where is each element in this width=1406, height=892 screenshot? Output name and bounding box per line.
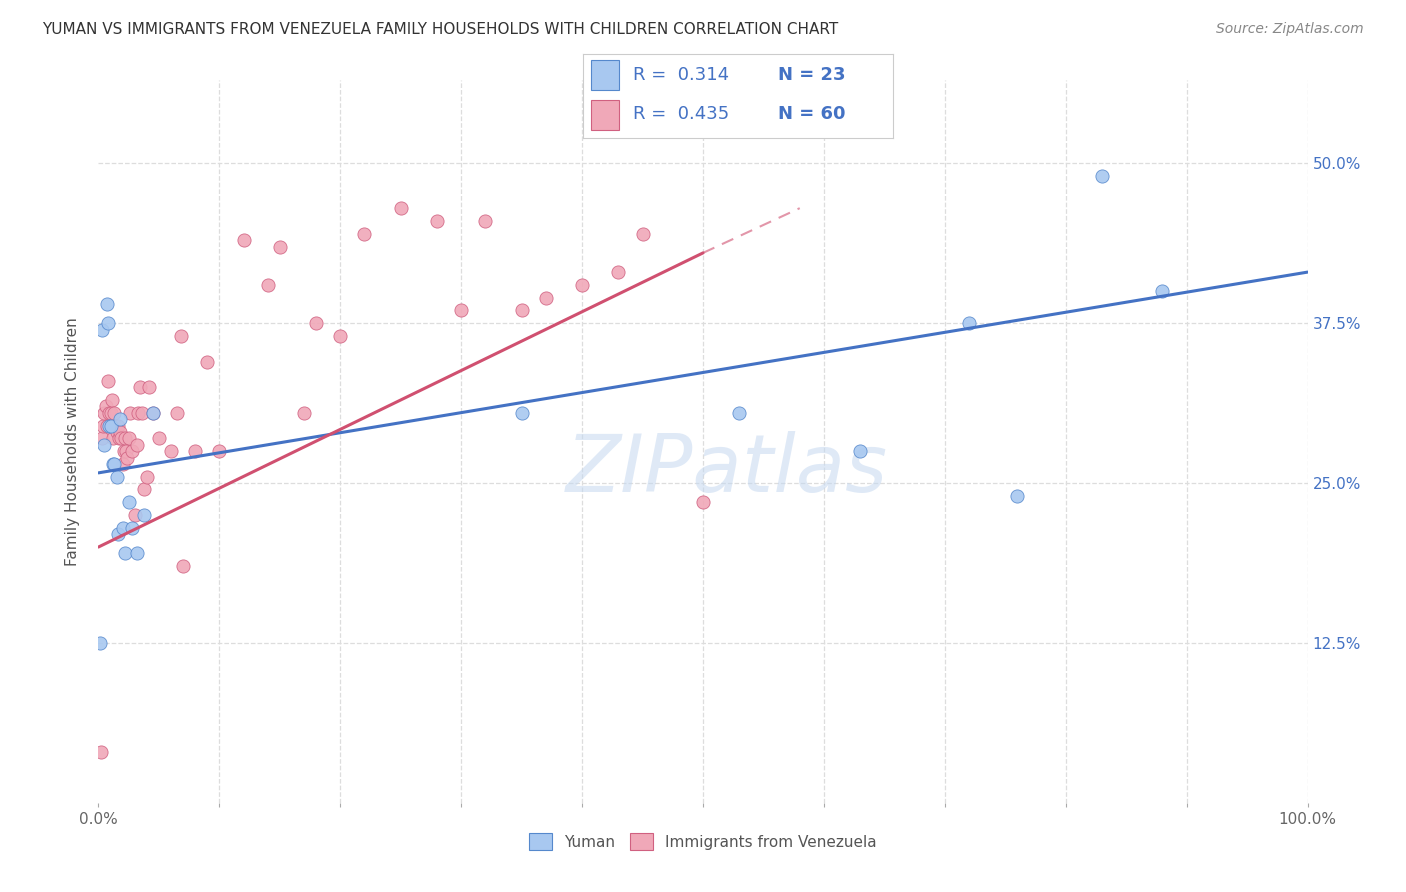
Point xyxy=(100,392,122,407)
Point xyxy=(208,444,231,458)
Point xyxy=(631,227,654,241)
Point xyxy=(134,508,156,522)
Point xyxy=(728,406,751,420)
Point xyxy=(292,406,315,420)
Point xyxy=(510,303,533,318)
Point xyxy=(1007,489,1029,503)
Point xyxy=(169,329,191,343)
Point xyxy=(100,418,122,433)
Point xyxy=(112,444,135,458)
Text: Source: ZipAtlas.com: Source: ZipAtlas.com xyxy=(1216,22,1364,37)
Point xyxy=(305,316,328,330)
FancyBboxPatch shape xyxy=(591,61,619,90)
Point xyxy=(131,406,153,420)
Point xyxy=(94,400,117,414)
Point xyxy=(134,483,156,497)
Point xyxy=(117,450,139,465)
Point xyxy=(89,636,111,650)
Point xyxy=(128,380,150,394)
Point xyxy=(353,227,375,241)
Point xyxy=(115,444,138,458)
Point xyxy=(269,239,291,253)
Point xyxy=(135,469,157,483)
Point xyxy=(166,406,188,420)
Point xyxy=(142,406,165,420)
Point xyxy=(692,495,714,509)
Point xyxy=(105,469,128,483)
Point xyxy=(110,431,132,445)
Point xyxy=(184,444,207,458)
Point xyxy=(957,316,980,330)
Point xyxy=(96,418,118,433)
Text: YUMAN VS IMMIGRANTS FROM VENEZUELA FAMILY HOUSEHOLDS WITH CHILDREN CORRELATION C: YUMAN VS IMMIGRANTS FROM VENEZUELA FAMIL… xyxy=(42,22,838,37)
Point xyxy=(114,431,136,445)
Point xyxy=(256,277,278,292)
Point xyxy=(98,406,121,420)
Text: R =  0.435: R = 0.435 xyxy=(633,105,730,123)
Point xyxy=(849,444,872,458)
Point xyxy=(534,291,557,305)
Point xyxy=(108,412,131,426)
Point xyxy=(118,495,141,509)
Point xyxy=(510,406,533,420)
Point xyxy=(111,521,134,535)
Point xyxy=(97,316,120,330)
Point xyxy=(607,265,630,279)
Point xyxy=(91,323,114,337)
Point xyxy=(105,425,128,439)
Point xyxy=(91,418,114,433)
Point xyxy=(172,559,194,574)
Text: N = 60: N = 60 xyxy=(779,105,846,123)
Point xyxy=(1152,285,1174,299)
Point xyxy=(118,431,141,445)
Point xyxy=(97,374,120,388)
Point xyxy=(104,418,127,433)
Point xyxy=(90,745,112,759)
Point xyxy=(232,233,254,247)
Text: ZIPatlas: ZIPatlas xyxy=(567,432,889,509)
Point xyxy=(107,418,129,433)
Point xyxy=(389,201,412,215)
Point xyxy=(121,521,143,535)
Text: R =  0.314: R = 0.314 xyxy=(633,66,730,84)
Point xyxy=(426,214,449,228)
Point xyxy=(160,444,183,458)
Point xyxy=(100,406,122,420)
Point xyxy=(571,277,593,292)
Point xyxy=(142,406,165,420)
Point xyxy=(98,418,121,433)
Point xyxy=(101,431,124,445)
Point xyxy=(474,214,496,228)
Point xyxy=(127,546,149,560)
Point xyxy=(93,438,115,452)
Y-axis label: Family Households with Children: Family Households with Children xyxy=(65,318,80,566)
Point xyxy=(107,527,129,541)
Point xyxy=(127,406,149,420)
Point xyxy=(101,457,124,471)
Legend: Yuman, Immigrants from Venezuela: Yuman, Immigrants from Venezuela xyxy=(523,827,883,856)
Point xyxy=(121,444,143,458)
Point xyxy=(118,406,141,420)
Point xyxy=(329,329,352,343)
Point xyxy=(108,425,131,439)
Point xyxy=(114,546,136,560)
Point xyxy=(103,406,125,420)
Point xyxy=(124,508,146,522)
Point xyxy=(148,431,170,445)
Point xyxy=(91,431,114,445)
Point xyxy=(93,406,115,420)
Point xyxy=(103,457,125,471)
Point xyxy=(96,297,118,311)
Text: N = 23: N = 23 xyxy=(779,66,846,84)
Point xyxy=(450,303,472,318)
Point xyxy=(138,380,160,394)
Point xyxy=(108,431,131,445)
Point xyxy=(127,438,149,452)
Point xyxy=(195,354,218,368)
Point xyxy=(111,457,134,471)
FancyBboxPatch shape xyxy=(591,100,619,130)
Point xyxy=(1091,169,1114,184)
